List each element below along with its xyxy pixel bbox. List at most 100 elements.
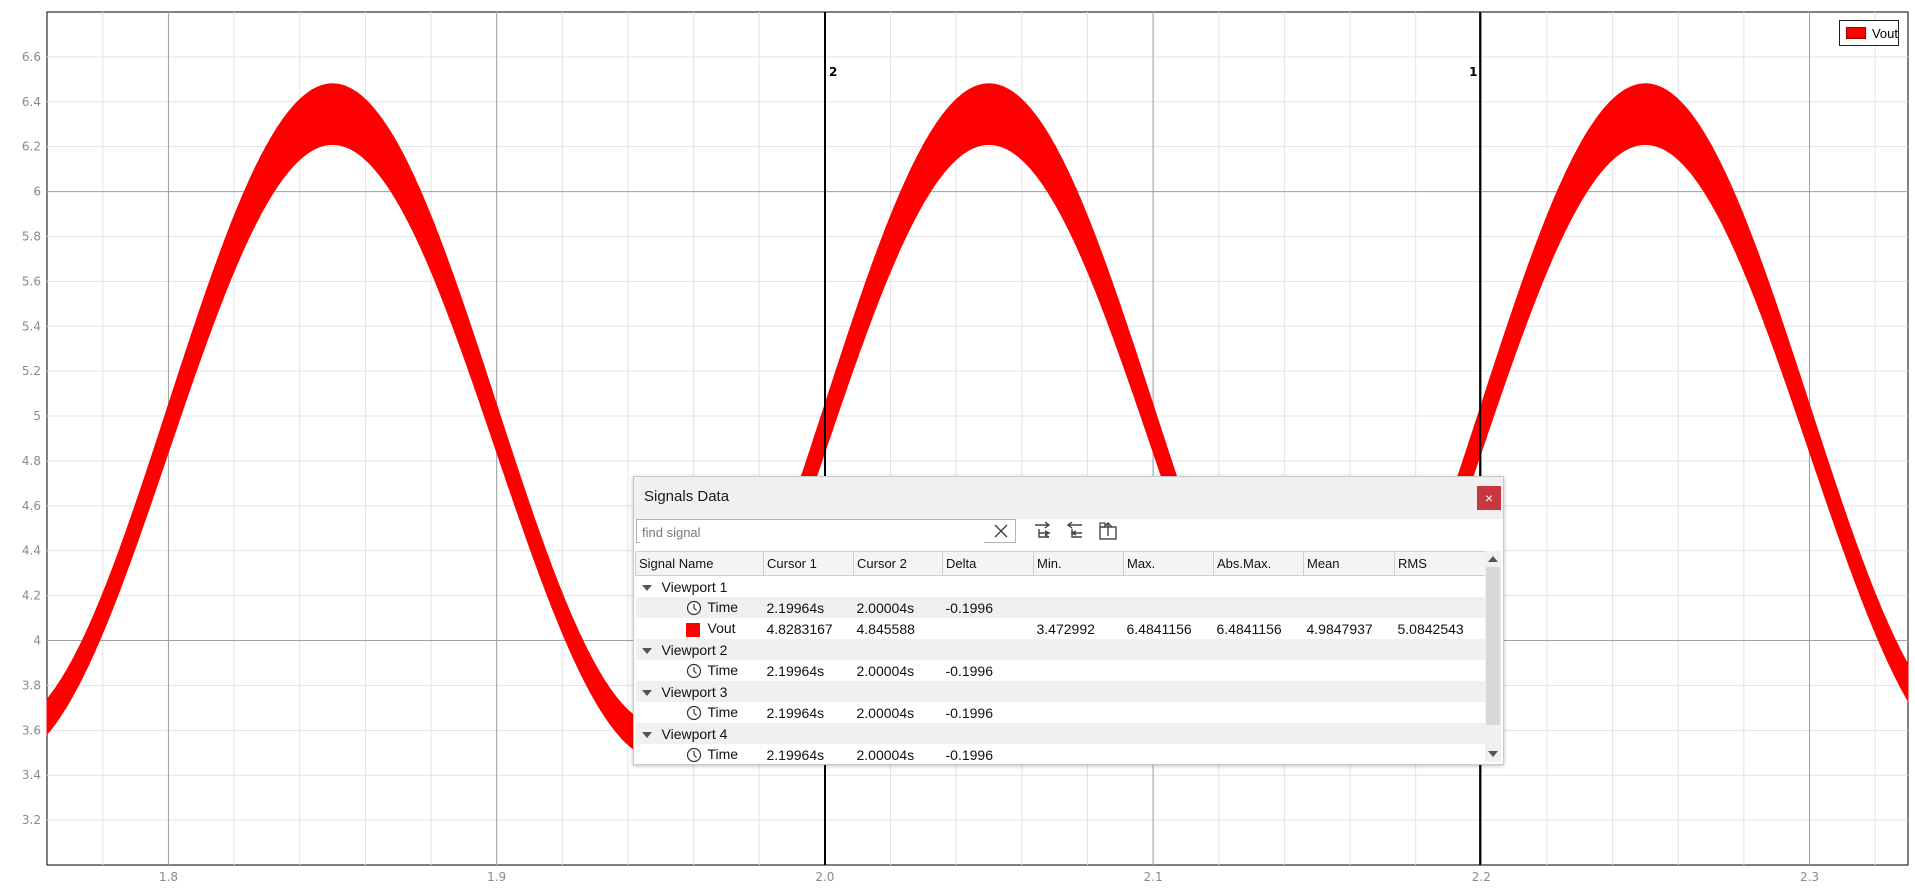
y-tick-label: 5.8 bbox=[22, 229, 41, 243]
signal-name: Time bbox=[707, 598, 739, 615]
x-tick-label: 2.1 bbox=[1144, 870, 1163, 884]
y-tick-label: 5.6 bbox=[22, 274, 41, 288]
cursor-1-value: 2.19964s bbox=[766, 746, 825, 763]
signal-name: Time bbox=[707, 703, 739, 720]
col-mean[interactable]: Mean bbox=[1303, 551, 1395, 576]
col-max[interactable]: Max. bbox=[1123, 551, 1214, 576]
x-tick-label: 2.2 bbox=[1472, 870, 1491, 884]
group-row-viewport-1[interactable]: Viewport 1 bbox=[636, 576, 1486, 598]
cursor-label-2: 2 bbox=[829, 65, 837, 79]
delta-value: -0.1996 bbox=[945, 704, 993, 721]
close-icon: × bbox=[1484, 490, 1494, 506]
group-label: Viewport 3 bbox=[661, 683, 728, 700]
clock-icon bbox=[686, 664, 701, 679]
group-row-viewport-4[interactable]: Viewport 4 bbox=[635, 723, 1485, 744]
y-tick-label: 4 bbox=[33, 634, 41, 648]
col-cursor-2[interactable]: Cursor 2 bbox=[853, 551, 943, 576]
cursor-2-value: 2.00004s bbox=[853, 597, 943, 618]
table-row-viewport-3-time[interactable]: Time 2.19964s 2.00004s -0.1996 bbox=[636, 702, 1486, 723]
clear-search-icon[interactable] bbox=[991, 521, 1011, 541]
group-label: Viewport 1 bbox=[661, 578, 728, 595]
mean-value: 4.9847937 bbox=[1306, 620, 1373, 637]
x-tick-label: 1.8 bbox=[159, 870, 178, 884]
scroll-up-icon[interactable] bbox=[1488, 556, 1498, 562]
y-tick-label: 4.4 bbox=[22, 544, 41, 558]
close-button[interactable]: × bbox=[1477, 486, 1501, 510]
x-tick-label: 1.9 bbox=[487, 870, 506, 884]
abs-max-value: 6.4841156 bbox=[1216, 620, 1282, 637]
y-tick-label: 3.6 bbox=[22, 723, 41, 737]
expand-arrow-icon[interactable] bbox=[641, 647, 652, 654]
max-value bbox=[1124, 660, 1214, 681]
y-tick-label: 6.6 bbox=[22, 50, 41, 64]
expand-arrow-icon[interactable] bbox=[641, 584, 652, 591]
expand-arrow-icon[interactable] bbox=[641, 689, 652, 696]
y-tick-label: 4.6 bbox=[22, 499, 41, 513]
cursor-2-value: 2.00004s bbox=[856, 704, 915, 721]
col-delta[interactable]: Delta bbox=[942, 551, 1034, 576]
cursor-1-value: 4.8283167 bbox=[766, 620, 833, 637]
search-box bbox=[636, 519, 1016, 543]
y-tick-label: 4.2 bbox=[22, 589, 41, 603]
find-signal-input[interactable] bbox=[640, 521, 984, 543]
max-value bbox=[1124, 744, 1214, 762]
cursor-2-value: 4.845588 bbox=[856, 620, 915, 637]
col-rms[interactable]: RMS bbox=[1394, 551, 1485, 576]
mean-value bbox=[1304, 660, 1395, 681]
delta-value bbox=[943, 618, 1034, 639]
mean-value bbox=[1304, 744, 1395, 762]
min-value bbox=[1033, 597, 1124, 618]
signal-name: Time bbox=[707, 745, 739, 762]
legend-swatch-vout bbox=[1846, 27, 1866, 39]
x-tick-label: 2.0 bbox=[815, 870, 834, 884]
table-header: Signal Name Cursor 1 Cursor 2 Delta Min.… bbox=[635, 551, 1485, 576]
scroll-down-icon[interactable] bbox=[1488, 751, 1498, 757]
table-row-viewport-4-time[interactable]: Time 2.19964s 2.00004s -0.1996 bbox=[636, 744, 1486, 762]
table-row-viewport-1-vout[interactable]: Vout 4.8283167 4.845588 3.472992 6.48411… bbox=[636, 618, 1486, 639]
rms-value bbox=[1395, 660, 1486, 681]
min-value bbox=[1034, 702, 1124, 723]
dialog-titlebar[interactable]: Signals Data × bbox=[634, 477, 1503, 519]
table-row-viewport-1-time[interactable]: Time 2.19964s 2.00004s -0.1996 bbox=[635, 597, 1485, 618]
y-tick-label: 3.8 bbox=[22, 678, 41, 692]
signal-name: Time bbox=[707, 661, 739, 678]
mean-value bbox=[1303, 597, 1395, 618]
min-value bbox=[1034, 744, 1124, 762]
y-tick-label: 6.2 bbox=[22, 140, 41, 154]
y-tick-label: 3.4 bbox=[22, 768, 41, 782]
dialog-toolbar bbox=[636, 517, 1496, 547]
legend[interactable]: Vout bbox=[1839, 20, 1899, 46]
col-abs-max[interactable]: Abs.Max. bbox=[1213, 551, 1304, 576]
rms-value bbox=[1395, 744, 1486, 762]
expand-arrow-icon[interactable] bbox=[641, 731, 652, 738]
y-tick-label: 6.4 bbox=[22, 95, 41, 109]
signals-table-container[interactable]: Signal Name Cursor 1 Cursor 2 Delta Min.… bbox=[635, 551, 1485, 762]
group-row-viewport-2[interactable]: Viewport 2 bbox=[635, 639, 1485, 660]
abs-max-value bbox=[1214, 702, 1304, 723]
col-min[interactable]: Min. bbox=[1033, 551, 1124, 576]
y-tick-label: 5 bbox=[33, 409, 41, 423]
cursor-2-value: 2.00004s bbox=[856, 746, 915, 763]
group-label: Viewport 2 bbox=[661, 641, 728, 658]
max-value bbox=[1123, 597, 1214, 618]
signals-data-dialog[interactable]: Signals Data × bbox=[633, 476, 1504, 765]
max-value: 6.4841156 bbox=[1126, 620, 1192, 637]
signals-table: Signal Name Cursor 1 Cursor 2 Delta Min.… bbox=[635, 551, 1485, 762]
scrollbar-thumb[interactable] bbox=[1486, 567, 1500, 725]
export-icon[interactable] bbox=[1096, 519, 1120, 543]
abs-max-value bbox=[1214, 660, 1304, 681]
abs-max-value bbox=[1214, 744, 1304, 762]
delta-value: -0.1996 bbox=[942, 597, 1034, 618]
legend-label-vout: Vout bbox=[1871, 25, 1898, 41]
col-cursor-1[interactable]: Cursor 1 bbox=[763, 551, 854, 576]
expand-all-icon[interactable] bbox=[1031, 519, 1055, 543]
group-row-viewport-3[interactable]: Viewport 3 bbox=[635, 681, 1485, 702]
collapse-all-icon[interactable] bbox=[1064, 519, 1088, 543]
table-scrollbar[interactable] bbox=[1485, 551, 1501, 762]
signal-name: Vout bbox=[707, 620, 736, 637]
col-signal-name[interactable]: Signal Name bbox=[635, 551, 764, 576]
y-tick-label: 6 bbox=[33, 185, 41, 199]
table-row-viewport-2-time[interactable]: Time 2.19964s 2.00004s -0.1996 bbox=[636, 660, 1486, 681]
signal-color-swatch[interactable] bbox=[685, 622, 700, 637]
x-axis-ticks: 1.8 1.9 2.0 2.1 2.2 2.3 bbox=[159, 870, 1819, 884]
